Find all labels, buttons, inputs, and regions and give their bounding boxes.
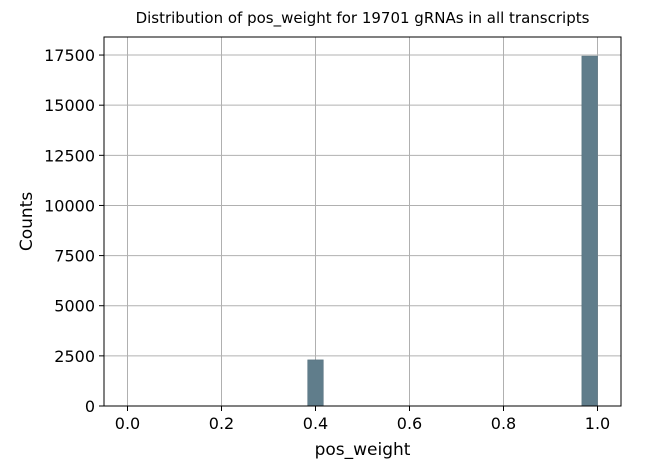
- y-tick-label: 12500: [44, 146, 95, 165]
- histogram-bar: [307, 359, 324, 407]
- plot-area-frame: [103, 36, 622, 407]
- y-tick-label: 0: [85, 397, 95, 416]
- y-tick-label: 2500: [54, 347, 95, 366]
- ticks-layer: 0.0 0.2 0.4 0.6 0.8 1.0 0 2500 5000 7500 10000 1250…: [44, 46, 610, 433]
- x-tick-label: 0.6: [397, 414, 422, 433]
- y-tick-label: 17500: [44, 46, 95, 65]
- y-tick-label: 5000: [54, 297, 95, 316]
- y-tick-label: 7500: [54, 247, 95, 266]
- y-axis-label: Counts: [17, 192, 37, 251]
- chart-title: Distribution of pos_weight for 19701 gRN…: [136, 9, 590, 28]
- x-tick-label: 0.8: [491, 414, 516, 433]
- grid-layer: [104, 37, 621, 407]
- x-tick-label: 1.0: [585, 414, 610, 433]
- x-tick-label: 0.4: [303, 414, 328, 433]
- x-tick-label: 0.2: [209, 414, 234, 433]
- y-tick-label: 10000: [44, 196, 95, 215]
- histogram-bar: [581, 55, 598, 407]
- y-tick-label: 15000: [44, 96, 95, 115]
- x-axis-label: pos_weight: [315, 440, 411, 460]
- x-tick-label: 0.0: [115, 414, 140, 433]
- bars-layer: [307, 55, 598, 407]
